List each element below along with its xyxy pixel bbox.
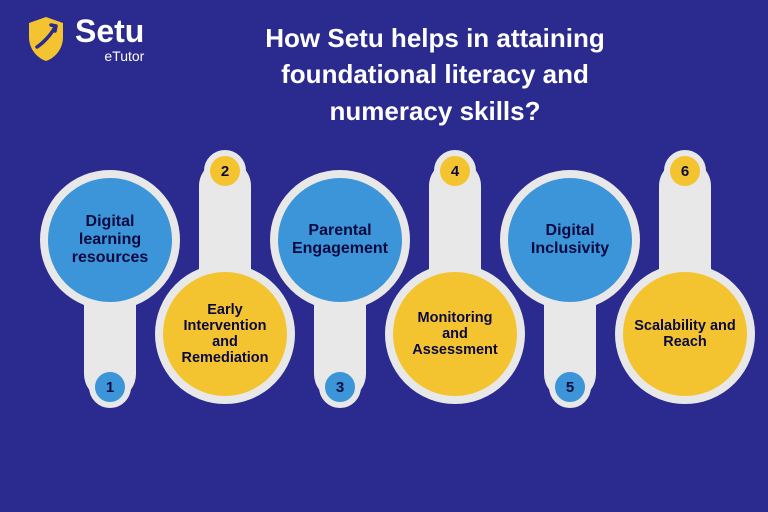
item-number: 2: [221, 163, 229, 180]
brand-logo: Setu eTutor: [25, 15, 144, 63]
item-number-circle: 4: [434, 150, 476, 192]
item-label: Scalability and Reach: [633, 318, 737, 350]
page-title: How Setu helps in attaining foundational…: [220, 20, 650, 129]
item-number: 5: [566, 379, 574, 396]
item-label: Digital learning resources: [58, 213, 162, 267]
item-label: Parental Engagement: [288, 222, 392, 258]
item-number: 1: [106, 379, 114, 396]
item-label-circle: Digital learning resources: [40, 170, 180, 310]
item-number-circle: 1: [89, 366, 131, 408]
item-number-circle: 2: [204, 150, 246, 192]
item-number: 6: [681, 163, 689, 180]
item-label: Early Intervention and Remediation: [173, 302, 277, 366]
item-label: Digital Inclusivity: [518, 222, 622, 258]
item-number: 3: [336, 379, 344, 396]
item-label: Monitoring and Assessment: [403, 310, 507, 358]
item-number-circle: 6: [664, 150, 706, 192]
item-number: 4: [451, 163, 459, 180]
brand-subtitle: eTutor: [75, 49, 144, 63]
brand-name: Setu: [75, 15, 144, 47]
item-label-circle: Early Intervention and Remediation: [155, 264, 295, 404]
item-label-circle: Parental Engagement: [270, 170, 410, 310]
infographic-diagram: Digital learning resources 1 Early Inter…: [30, 150, 750, 490]
brand-text: Setu eTutor: [75, 15, 144, 63]
item-label-circle: Monitoring and Assessment: [385, 264, 525, 404]
item-number-circle: 3: [319, 366, 361, 408]
item-label-circle: Digital Inclusivity: [500, 170, 640, 310]
item-number-circle: 5: [549, 366, 591, 408]
item-label-circle: Scalability and Reach: [615, 264, 755, 404]
shield-icon: [25, 15, 67, 63]
